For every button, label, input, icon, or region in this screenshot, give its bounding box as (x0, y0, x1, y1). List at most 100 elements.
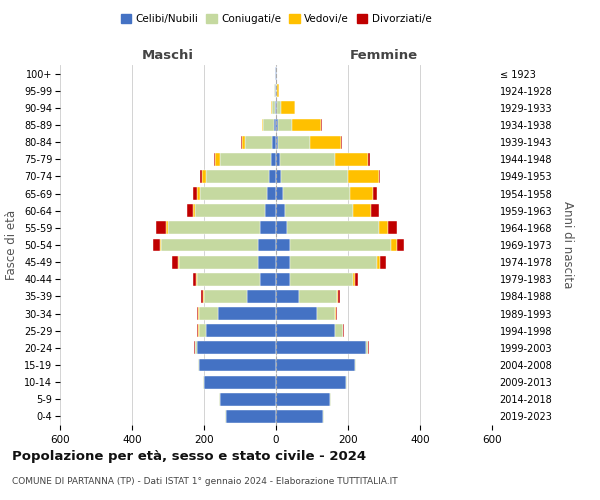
Bar (193, 187, 197, 200)
Bar (204, 376, 276, 388)
Bar (379, 170, 380, 183)
Bar (218, 307, 276, 320)
Bar (379, 222, 388, 234)
Bar (161, 238, 258, 252)
Bar (346, 376, 347, 388)
Bar (225, 410, 226, 423)
Bar (242, 136, 245, 148)
Bar (350, 187, 373, 200)
Bar (156, 222, 166, 234)
Bar (168, 222, 260, 234)
Bar (267, 187, 276, 200)
Y-axis label: Anni di nascita: Anni di nascita (561, 202, 574, 288)
Bar (206, 170, 269, 183)
Bar (263, 118, 274, 132)
Bar (204, 290, 247, 303)
Bar (285, 204, 353, 217)
Bar (275, 102, 276, 114)
Bar (276, 102, 277, 114)
Bar (202, 170, 206, 183)
Bar (280, 153, 335, 166)
Bar (199, 324, 206, 337)
Bar (373, 187, 377, 200)
Bar (269, 170, 276, 183)
Bar (290, 256, 377, 268)
Bar (202, 290, 203, 303)
Bar (271, 153, 276, 166)
Bar (198, 358, 199, 372)
Bar (310, 136, 341, 148)
Bar (166, 222, 168, 234)
Bar (330, 393, 331, 406)
Bar (335, 324, 343, 337)
Bar (276, 170, 281, 183)
Bar (368, 153, 370, 166)
Bar (200, 187, 267, 200)
Bar (274, 118, 276, 132)
Bar (260, 222, 276, 234)
Bar (178, 256, 179, 268)
Bar (220, 153, 271, 166)
Bar (337, 290, 338, 303)
Bar (343, 324, 344, 337)
Bar (276, 256, 290, 268)
Bar (276, 376, 346, 388)
Bar (215, 153, 220, 166)
Bar (353, 273, 355, 285)
Bar (247, 290, 276, 303)
Bar (377, 256, 380, 268)
Text: Maschi: Maschi (142, 50, 194, 62)
Bar (276, 324, 335, 337)
Bar (276, 67, 277, 80)
Text: Popolazione per età, sesso e stato civile - 2024: Popolazione per età, sesso e stato civil… (12, 450, 366, 463)
Bar (272, 102, 275, 114)
Bar (281, 170, 348, 183)
Bar (283, 187, 350, 200)
Bar (276, 307, 317, 320)
Bar (287, 222, 379, 234)
Text: Femmine: Femmine (350, 50, 418, 62)
Bar (353, 204, 371, 217)
Bar (276, 153, 280, 166)
Bar (276, 136, 278, 148)
Bar (258, 256, 276, 268)
Bar (160, 238, 161, 252)
Bar (179, 256, 258, 268)
Bar (380, 256, 386, 268)
Bar (371, 204, 379, 217)
Bar (276, 358, 355, 372)
Bar (198, 324, 199, 337)
Bar (276, 222, 287, 234)
Bar (274, 84, 275, 97)
Bar (276, 410, 323, 423)
Bar (153, 238, 160, 252)
Bar (391, 238, 397, 252)
Bar (197, 273, 260, 285)
Bar (276, 393, 330, 406)
Bar (355, 273, 358, 285)
Bar (276, 290, 299, 303)
Bar (196, 273, 197, 285)
Bar (290, 238, 391, 252)
Bar (197, 342, 276, 354)
Bar (366, 342, 368, 354)
Bar (197, 187, 200, 200)
Y-axis label: Fasce di età: Fasce di età (5, 210, 19, 280)
Bar (197, 324, 198, 337)
Bar (258, 238, 276, 252)
Bar (276, 238, 290, 252)
Bar (195, 204, 265, 217)
Bar (245, 136, 272, 148)
Bar (220, 393, 276, 406)
Bar (292, 118, 321, 132)
Bar (241, 136, 242, 148)
Legend: Celibi/Nubili, Coniugati/e, Vedovi/e, Divorziati/e: Celibi/Nubili, Coniugati/e, Vedovi/e, Di… (116, 10, 436, 29)
Bar (278, 118, 292, 132)
Bar (276, 118, 278, 132)
Text: COMUNE DI PARTANNA (TP) - Dati ISTAT 1° gennaio 2024 - Elaborazione TUTTITALIA.I: COMUNE DI PARTANNA (TP) - Dati ISTAT 1° … (12, 478, 398, 486)
Bar (271, 102, 272, 114)
Bar (276, 187, 283, 200)
Bar (276, 204, 285, 217)
Bar (290, 273, 353, 285)
Bar (199, 358, 276, 372)
